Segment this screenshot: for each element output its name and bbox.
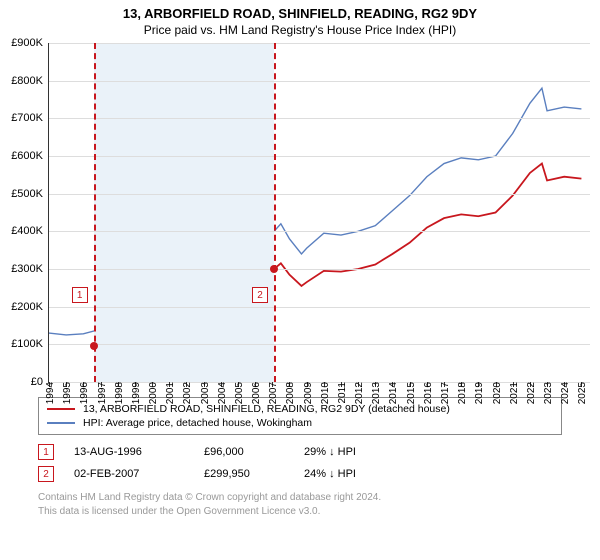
x-axis-label: 1994: [45, 382, 56, 404]
x-axis-label: 2024: [560, 382, 571, 404]
x-axis-label: 2011: [337, 382, 348, 404]
x-axis-label: 2007: [268, 382, 279, 404]
legend-label: HPI: Average price, detached house, Woki…: [83, 417, 312, 429]
legend-swatch: [47, 408, 75, 410]
x-axis-label: 2010: [320, 382, 331, 404]
data-point-marker: [270, 265, 278, 273]
event-index: 2: [38, 466, 54, 482]
x-axis-label: 2013: [371, 382, 382, 404]
chart-subtitle: Price paid vs. HM Land Registry's House …: [0, 21, 600, 43]
x-axis-label: 2022: [526, 382, 537, 404]
y-axis-label: £200K: [11, 301, 43, 313]
x-axis-label: 2019: [474, 382, 485, 404]
x-axis-label: 2017: [440, 382, 451, 404]
x-axis-label: 1997: [97, 382, 108, 404]
y-axis-label: £500K: [11, 188, 43, 200]
x-axis-label: 2012: [354, 382, 365, 404]
y-axis-label: £0: [31, 376, 43, 388]
plot-area: £0£100K£200K£300K£400K£500K£600K£700K£80…: [48, 43, 590, 383]
x-axis-label: 2002: [182, 382, 193, 404]
events-table: 1 13-AUG-1996 £96,000 29% ↓ HPI 2 02-FEB-2007…: [38, 441, 562, 485]
x-axis-label: 2004: [217, 382, 228, 404]
x-axis-label: 2003: [200, 382, 211, 404]
y-axis-label: £600K: [11, 150, 43, 162]
event-row: 1 13-AUG-1996 £96,000 29% ↓ HPI: [38, 441, 562, 463]
footer: Contains HM Land Registry data © Crown c…: [38, 491, 562, 518]
y-axis-label: £400K: [11, 225, 43, 237]
event-date: 02-FEB-2007: [74, 468, 184, 480]
footer-line-1: Contains HM Land Registry data © Crown c…: [38, 491, 562, 505]
x-axis-label: 2023: [543, 382, 554, 404]
event-delta: 24% ↓ HPI: [304, 468, 394, 480]
event-delta: 29% ↓ HPI: [304, 446, 394, 458]
annotation-marker: 1: [72, 287, 88, 303]
legend-swatch: [47, 422, 75, 424]
y-axis-label: £900K: [11, 37, 43, 49]
chart-container: 13, ARBORFIELD ROAD, SHINFIELD, READING,…: [0, 0, 600, 560]
x-axis-label: 1995: [62, 382, 73, 404]
y-axis-label: £700K: [11, 112, 43, 124]
x-axis-label: 2014: [388, 382, 399, 404]
x-axis-label: 1999: [131, 382, 142, 404]
x-axis-label: 2000: [148, 382, 159, 404]
legend-item: HPI: Average price, detached house, Woki…: [47, 416, 553, 430]
x-axis-label: 2006: [251, 382, 262, 404]
y-axis-label: £800K: [11, 75, 43, 87]
y-axis-label: £100K: [11, 338, 43, 350]
footer-line-2: This data is licensed under the Open Gov…: [38, 505, 562, 519]
x-axis-label: 2021: [509, 382, 520, 404]
x-axis-label: 1998: [114, 382, 125, 404]
data-point-marker: [90, 342, 98, 350]
x-axis-label: 2016: [423, 382, 434, 404]
legend-label: 13, ARBORFIELD ROAD, SHINFIELD, READING,…: [83, 403, 450, 415]
event-date: 13-AUG-1996: [74, 446, 184, 458]
x-axis-label: 2015: [406, 382, 417, 404]
x-axis-label: 2005: [234, 382, 245, 404]
event-price: £96,000: [204, 446, 284, 458]
x-axis-label: 2018: [457, 382, 468, 404]
x-axis-label: 2020: [492, 382, 503, 404]
y-axis-label: £300K: [11, 263, 43, 275]
x-axis-label: 1996: [79, 382, 90, 404]
annotation-marker: 2: [252, 287, 268, 303]
event-price: £299,950: [204, 468, 284, 480]
x-axis-label: 2008: [285, 382, 296, 404]
event-row: 2 02-FEB-2007 £299,950 24% ↓ HPI: [38, 463, 562, 485]
chart-title: 13, ARBORFIELD ROAD, SHINFIELD, READING,…: [0, 0, 600, 21]
x-axis-label: 2025: [577, 382, 588, 404]
event-index: 1: [38, 444, 54, 460]
x-axis-label: 2009: [303, 382, 314, 404]
x-axis-label: 2001: [165, 382, 176, 404]
